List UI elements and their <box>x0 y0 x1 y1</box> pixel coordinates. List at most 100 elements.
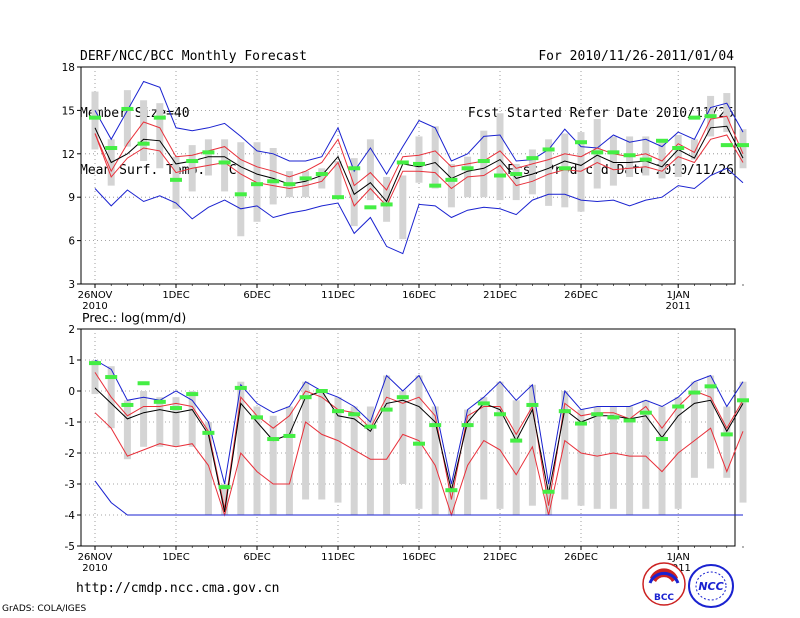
member-mark <box>105 146 118 151</box>
range-box <box>577 409 585 506</box>
member-mark <box>396 395 409 400</box>
range-box <box>707 375 715 469</box>
range-box <box>399 391 407 484</box>
range-box <box>350 406 358 515</box>
member-mark <box>89 115 101 120</box>
member-mark <box>202 430 215 435</box>
member-mark <box>170 406 182 411</box>
member-mark <box>413 441 425 446</box>
member-mark <box>121 402 134 407</box>
member-mark <box>137 381 150 386</box>
member-mark <box>720 143 733 148</box>
y-tick-label: -3 <box>65 479 75 491</box>
member-mark <box>283 433 296 438</box>
member-mark <box>575 421 587 426</box>
member-mark <box>251 182 263 187</box>
member-mark <box>89 361 101 366</box>
range-box <box>172 397 180 447</box>
member-mark <box>121 106 134 111</box>
member-mark <box>461 423 474 428</box>
range-box <box>221 139 229 192</box>
range-box <box>237 142 245 237</box>
member-mark <box>234 385 247 390</box>
plot-frame <box>80 328 736 547</box>
member-mark <box>218 160 231 165</box>
member-mark <box>429 423 442 428</box>
series-min-line <box>94 167 744 255</box>
member-mark <box>623 418 636 423</box>
range-box <box>156 397 164 447</box>
member-mark <box>704 384 717 389</box>
range-box <box>156 103 164 169</box>
bcc-logo: BCC <box>642 562 686 606</box>
range-box <box>723 406 731 478</box>
member-mark <box>299 176 312 181</box>
y-tick-label: 18 <box>62 62 75 74</box>
x-tick-year-label: 2010 <box>82 563 107 574</box>
member-mark <box>477 401 490 406</box>
ncc-logo-text: NCC <box>698 580 723 593</box>
range-box <box>545 484 553 515</box>
range-box <box>739 381 747 503</box>
member-mark <box>656 437 668 442</box>
range-box <box>91 91 99 150</box>
member-mark <box>737 398 749 403</box>
member-mark <box>364 205 377 210</box>
range-box <box>739 129 747 169</box>
y-tick-label: 12 <box>62 149 75 161</box>
y-tick-label: -4 <box>65 510 76 522</box>
member-mark <box>137 141 150 146</box>
member-mark <box>234 192 247 197</box>
x-tick-label: 1JAN <box>666 290 689 301</box>
range-box <box>253 406 261 515</box>
y-tick-label: -2 <box>65 448 75 460</box>
member-mark <box>720 432 733 437</box>
y-tick-label: -5 <box>65 541 75 553</box>
member-mark <box>413 161 425 166</box>
member-mark <box>202 150 215 155</box>
y-tick-label: 2 <box>68 324 75 336</box>
range-box <box>658 139 666 179</box>
range-box <box>626 406 634 515</box>
member-mark <box>737 143 749 148</box>
range-box <box>366 406 374 515</box>
range-box <box>690 381 698 478</box>
y-tick-label: 0 <box>68 386 75 398</box>
range-box <box>561 391 569 500</box>
member-mark <box>283 182 296 187</box>
range-box <box>253 142 261 222</box>
range-box <box>431 126 439 189</box>
member-mark <box>380 202 393 207</box>
range-box <box>480 397 488 500</box>
range-box <box>123 90 131 147</box>
member-mark <box>510 438 523 443</box>
member-mark <box>348 166 361 171</box>
x-tick-label: 16DEC <box>402 290 436 301</box>
member-mark <box>607 415 620 420</box>
member-mark <box>429 183 442 188</box>
x-tick-label: 21DEC <box>483 290 517 301</box>
member-mark <box>494 412 506 417</box>
range-box <box>609 136 617 186</box>
range-box <box>512 163 520 201</box>
member-mark <box>542 147 555 152</box>
range-box <box>91 360 99 395</box>
range-box <box>334 397 342 503</box>
member-mark <box>315 389 328 393</box>
member-mark <box>445 177 458 182</box>
member-mark <box>186 159 199 164</box>
range-box <box>302 381 310 500</box>
series-mean-line <box>94 387 744 513</box>
range-box <box>269 415 277 515</box>
source-url: http://cmdp.ncc.cma.gov.cn <box>76 581 280 596</box>
series-max-line <box>94 359 744 485</box>
range-box <box>577 132 585 212</box>
member-mark <box>348 412 361 417</box>
x-tick-label: 6DEC <box>243 290 270 301</box>
range-box <box>140 100 148 162</box>
member-mark <box>461 166 474 171</box>
range-box <box>480 130 488 198</box>
x-tick-label: 1JAN <box>666 552 689 563</box>
member-mark <box>267 179 280 184</box>
